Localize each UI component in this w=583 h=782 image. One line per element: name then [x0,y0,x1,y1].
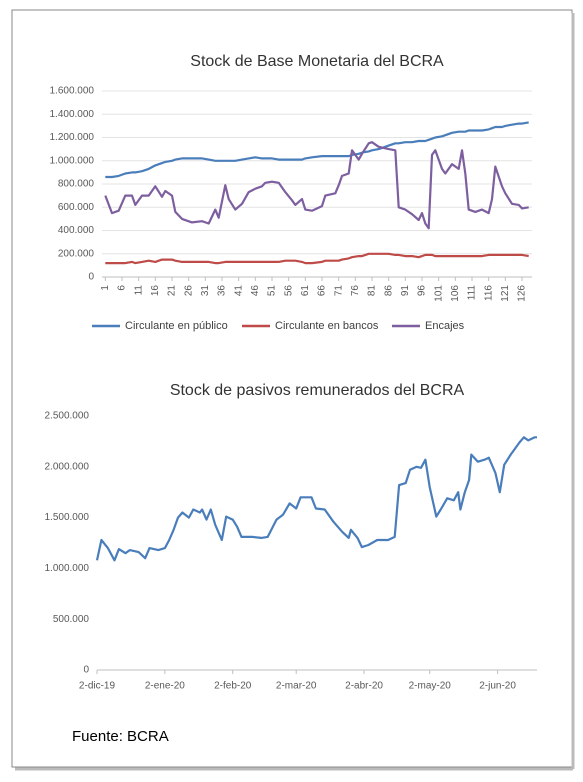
chart-title: Stock de pasivos remunerados del BCRA [170,382,465,399]
legend-label: Encajes [425,320,465,332]
y-tick-label: 1.200.000 [50,132,95,143]
y-tick-label: 800.000 [58,179,95,190]
y-tick-label: 500.000 [53,614,90,625]
series-line [95,436,537,562]
x-tick-label: 2-abr-20 [345,681,383,692]
x-tick-label: 116 [483,285,494,301]
y-tick-label: 2.000.000 [45,461,90,472]
y-tick-label: 1.000.000 [45,563,90,574]
x-tick-label: 121 [500,285,511,302]
x-tick-label: 46 [250,285,261,297]
legend-label: Circulante en bancos [275,320,379,332]
y-tick-label: 1.400.000 [50,109,95,120]
y-tick-label: 0 [88,272,94,283]
x-tick-label: 1 [100,285,111,291]
x-tick-label: 76 [350,285,361,297]
x-tick-label: 91 [400,285,411,297]
x-tick-label: 96 [417,285,428,297]
x-tick-label: 11 [133,285,144,296]
y-tick-label: 0 [83,665,89,676]
y-tick-label: 200.000 [58,248,95,259]
x-tick-label: 106 [450,285,461,302]
source-note: Fuente: BCRA [72,728,169,745]
x-tick-label: 71 [333,285,344,297]
x-tick-label: 51 [267,285,278,297]
x-tick-label: 111 [467,285,478,301]
x-tick-label: 2-jun-20 [479,681,516,692]
x-tick-label: 81 [367,285,378,297]
x-tick-label: 101 [433,285,444,302]
series-line [105,252,529,265]
x-tick-label: 2-feb-20 [214,681,252,692]
x-tick-label: 66 [317,285,328,297]
x-tick-label: 36 [217,285,228,297]
x-tick-label: 2-may-20 [409,681,452,692]
y-tick-label: 1.500.000 [45,512,90,523]
legend-label: Circulante en público [125,320,228,332]
y-tick-label: 400.000 [58,225,95,236]
x-tick-label: 41 [233,285,244,297]
x-tick-label: 86 [383,285,394,297]
x-tick-label: 21 [167,285,178,297]
series-line [105,121,529,179]
x-tick-label: 2-dic-19 [79,681,116,692]
chart-title: Stock de Base Monetaria del BCRA [190,53,444,70]
y-tick-label: 1.600.000 [50,86,95,97]
frame [11,9,573,768]
x-tick-label: 16 [150,285,161,297]
y-tick-label: 600.000 [58,202,95,213]
x-tick-label: 56 [283,285,294,297]
y-tick-label: 1.000.000 [50,155,95,166]
x-tick-label: 2-mar-20 [276,681,317,692]
y-tick-label: 2.500.000 [45,411,90,422]
x-tick-label: 31 [200,285,211,297]
x-tick-label: 6 [117,285,128,291]
x-tick-label: 26 [183,285,194,297]
x-tick-label: 126 [517,285,528,302]
x-tick-label: 61 [300,285,311,297]
series-line [104,141,529,230]
x-tick-label: 2-ene-20 [145,681,185,692]
